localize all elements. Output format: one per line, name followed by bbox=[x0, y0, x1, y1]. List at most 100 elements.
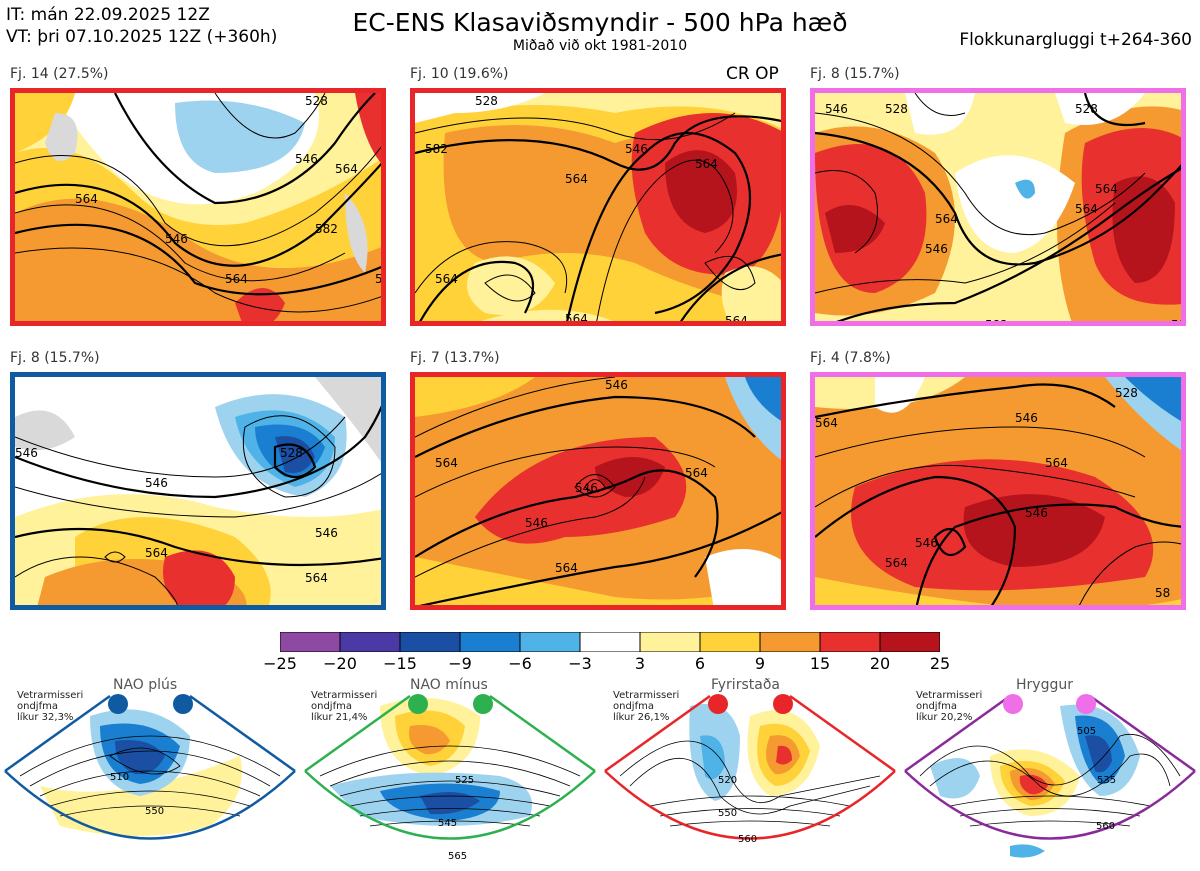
colorbar-bin bbox=[819, 631, 881, 653]
svg-text:564: 564 bbox=[695, 157, 718, 171]
svg-text:58-: 58- bbox=[375, 272, 386, 286]
regime-info-4: Vetrarmisseri ondjfma líkur 20,2% bbox=[916, 690, 982, 723]
colorbar-tick-label: −3 bbox=[568, 654, 592, 673]
svg-text:564: 564 bbox=[1075, 202, 1098, 216]
regime-title-3: Fyrirstaða bbox=[711, 677, 780, 693]
regime-info-line: líkur 21,4% bbox=[311, 712, 368, 723]
cluster-map-3: 546 528 528 564 546 564 564 582 58- bbox=[810, 88, 1186, 326]
regime-title-1: NAO plús bbox=[113, 677, 178, 693]
svg-text:582: 582 bbox=[315, 222, 338, 236]
regime-title-4: Hryggur bbox=[1016, 677, 1073, 693]
regime-info-line: ondjfma bbox=[17, 701, 58, 712]
svg-text:582: 582 bbox=[375, 604, 386, 610]
svg-text:565: 565 bbox=[448, 851, 467, 862]
svg-text:546: 546 bbox=[1025, 506, 1048, 520]
colorbar-tick-label: −25 bbox=[263, 654, 297, 673]
chart-subtitle: Miðað við okt 1981-2010 bbox=[512, 38, 688, 54]
colorbar-swatches bbox=[279, 631, 941, 653]
panel-label-6: Fj. 4 (7.8%) bbox=[810, 350, 891, 366]
valid-time: VT: þri 07.10.2025 12Z (+360h) bbox=[6, 27, 278, 47]
cluster-map-1: 528 546 546 564 564 564 582 58- 582 bbox=[10, 88, 386, 326]
svg-text:546: 546 bbox=[525, 516, 548, 530]
svg-text:564: 564 bbox=[75, 192, 98, 206]
svg-text:528: 528 bbox=[885, 102, 908, 116]
regime-info-1: Vetrarmisseri ondjfma líkur 32,3% bbox=[17, 690, 83, 723]
svg-text:582: 582 bbox=[985, 318, 1008, 326]
colorbar-tick-label: −20 bbox=[323, 654, 357, 673]
svg-text:546: 546 bbox=[575, 481, 598, 495]
svg-text:564: 564 bbox=[335, 162, 358, 176]
cluster-map-5: 546 546 546 564 564 564 bbox=[410, 372, 786, 610]
colorbar-tick-label: 25 bbox=[929, 654, 951, 673]
svg-text:550: 550 bbox=[718, 808, 737, 819]
svg-text:564: 564 bbox=[565, 172, 588, 186]
regime-info-line: Vetrarmisseri bbox=[613, 690, 680, 701]
svg-text:564: 564 bbox=[885, 556, 908, 570]
colorbar-tick-label: 6 bbox=[694, 654, 706, 673]
colorbar-tick-label: −9 bbox=[448, 654, 472, 673]
regime-nao-plus: 510 550 bbox=[0, 676, 300, 866]
svg-text:564: 564 bbox=[225, 272, 248, 286]
svg-text:58-: 58- bbox=[1171, 318, 1186, 326]
colorbar-bin bbox=[339, 631, 401, 653]
svg-text:546: 546 bbox=[925, 242, 948, 256]
colorbar-bin bbox=[879, 631, 941, 653]
svg-text:560: 560 bbox=[738, 834, 757, 845]
svg-text:564: 564 bbox=[435, 456, 458, 470]
svg-text:546: 546 bbox=[295, 152, 318, 166]
regime-info-line: Vetrarmisseri bbox=[311, 690, 378, 701]
colorbar-tick-label: −15 bbox=[383, 654, 417, 673]
svg-text:546: 546 bbox=[625, 142, 648, 156]
svg-text:564: 564 bbox=[815, 416, 838, 430]
svg-text:582: 582 bbox=[205, 320, 228, 326]
cr-op-label: CR OP bbox=[726, 64, 779, 84]
svg-text:528: 528 bbox=[280, 446, 303, 460]
regime-info-line: Vetrarmisseri bbox=[916, 690, 983, 701]
panel-label-3: Fj. 8 (15.7%) bbox=[810, 66, 900, 82]
svg-text:564: 564 bbox=[555, 561, 578, 575]
regime-info-line: líkur 26,1% bbox=[613, 712, 670, 723]
chart-title: EC-ENS Klasaviðsmyndir - 500 hPa hæð bbox=[352, 8, 848, 37]
regime-blocking: 520 550 560 bbox=[600, 676, 900, 866]
header-times: IT: mán 22.09.2025 12Z VT: þri 07.10.202… bbox=[6, 4, 277, 48]
colorbar-tick-label: 9 bbox=[754, 654, 766, 673]
colorbar-bin bbox=[399, 631, 461, 653]
regime-info-line: líkur 32,3% bbox=[17, 712, 74, 723]
panel-label-1: Fj. 14 (27.5%) bbox=[10, 66, 109, 82]
svg-text:58: 58 bbox=[1155, 586, 1170, 600]
colorbar-bin bbox=[279, 631, 341, 653]
colorbar-bin bbox=[759, 631, 821, 653]
svg-text:564: 564 bbox=[145, 546, 168, 560]
panel-label-4: Fj. 8 (15.7%) bbox=[10, 350, 100, 366]
svg-text:546: 546 bbox=[315, 526, 338, 540]
svg-text:564: 564 bbox=[435, 272, 458, 286]
colorbar-tick-label: 20 bbox=[869, 654, 891, 673]
svg-text:520: 520 bbox=[718, 775, 737, 786]
panel-label-2: Fj. 10 (19.6%) bbox=[410, 66, 509, 82]
colorbar-tick-label: 15 bbox=[809, 654, 831, 673]
panel-label-5: Fj. 7 (13.7%) bbox=[410, 350, 500, 366]
svg-text:510: 510 bbox=[110, 772, 129, 783]
colorbar-bin-neutral bbox=[579, 631, 641, 653]
svg-text:546: 546 bbox=[145, 476, 168, 490]
svg-text:528: 528 bbox=[1115, 386, 1138, 400]
svg-text:546: 546 bbox=[915, 536, 938, 550]
svg-text:545: 545 bbox=[438, 818, 457, 829]
svg-text:564: 564 bbox=[565, 312, 588, 326]
svg-text:546: 546 bbox=[1015, 411, 1038, 425]
svg-text:560: 560 bbox=[1096, 821, 1115, 832]
regime-title-2: NAO mínus bbox=[410, 677, 488, 693]
regime-info-line: líkur 20,2% bbox=[916, 712, 973, 723]
cluster-map-4: 528 546 546 546 564 564 582 582 bbox=[10, 372, 386, 610]
svg-text:546: 546 bbox=[165, 232, 188, 246]
cluster-map-2: 528 546 564 564 564 582 564 564 bbox=[410, 88, 786, 326]
svg-text:546: 546 bbox=[15, 446, 38, 460]
colorbar-bin bbox=[459, 631, 521, 653]
regime-info-line: ondjfma bbox=[311, 701, 352, 712]
svg-text:525: 525 bbox=[455, 775, 474, 786]
cluster-map-6: 564 546 564 528 546 546 564 58 bbox=[810, 372, 1186, 610]
svg-text:564: 564 bbox=[725, 314, 748, 326]
regime-info-3: Vetrarmisseri ondjfma líkur 26,1% bbox=[613, 690, 679, 723]
svg-text:528: 528 bbox=[1075, 102, 1098, 116]
regime-nao-minus: 525 545 565 bbox=[300, 676, 600, 866]
